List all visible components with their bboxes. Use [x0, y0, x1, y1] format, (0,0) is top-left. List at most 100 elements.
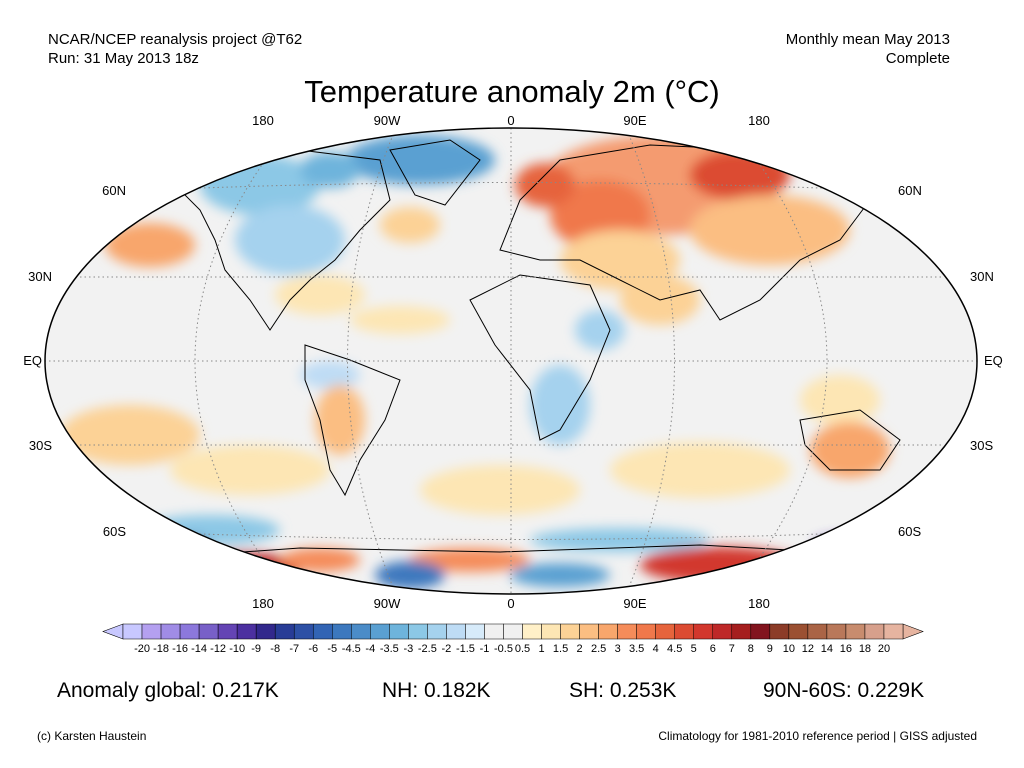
colorbar-swatch [198, 623, 219, 640]
colorbar-swatch [408, 623, 428, 640]
colorbar-tick-label: -6 [308, 643, 318, 655]
colorbar-swatch [655, 623, 675, 640]
colorbar-tick-label: 5 [691, 643, 697, 655]
colorbar-swatch [883, 623, 904, 640]
colorbar-swatch [465, 623, 485, 640]
colorbar-tick-label: -1 [480, 643, 490, 655]
colorbar-swatch [693, 623, 714, 640]
footer-credit: (c) Karsten Haustein [37, 729, 147, 743]
stat-sh: SH: 0.253K [569, 679, 677, 702]
colorbar-tick-label: -14 [191, 643, 207, 655]
colorbar-swatch [788, 623, 809, 640]
colorbar-swatch [674, 623, 694, 640]
colorbar-tick-label: -9 [251, 643, 261, 655]
colorbar-tick-label: -20 [134, 643, 150, 655]
colorbar-left-arrow [102, 623, 124, 640]
colorbar-swatch [255, 623, 276, 640]
lat-right-60s: 60S [898, 524, 921, 539]
colorbar-swatch [236, 623, 257, 640]
colorbar-tick-label: 4 [653, 643, 659, 655]
colorbar-swatch [864, 623, 885, 640]
lon-bottom-180e: 180 [748, 596, 770, 611]
graticule [45, 128, 977, 594]
colorbar-swatch [826, 623, 847, 640]
lat-left-60s: 60S [103, 524, 126, 539]
colorbar-tick-label: 3.5 [629, 643, 644, 655]
colorbar-swatch [503, 623, 523, 640]
colorbar-swatch [274, 623, 295, 640]
colorbar-tick-label: 14 [821, 643, 833, 655]
lon-bottom-0: 0 [507, 596, 514, 611]
colorbar-swatch [312, 623, 333, 640]
lon-bottom-180w: 180 [252, 596, 274, 611]
colorbar-tick-label: 18 [859, 643, 871, 655]
lat-right-30s: 30S [970, 438, 993, 453]
colorbar-swatch [636, 623, 656, 640]
colorbar-swatch [332, 623, 352, 640]
colorbar-tick-label: -3 [403, 643, 413, 655]
stat-global: Anomaly global: 0.217K [57, 679, 279, 702]
colorbar-swatch [617, 623, 637, 640]
colorbar-swatch [389, 623, 409, 640]
map-title: Temperature anomaly 2m (°C) [304, 74, 720, 109]
colorbar-tick-label: -18 [153, 643, 169, 655]
colorbar-tick-label: 12 [802, 643, 814, 655]
colorbar-tick-label: 4.5 [667, 643, 682, 655]
colorbar-tick-label: -12 [210, 643, 226, 655]
colorbar-swatch [541, 623, 561, 640]
status-label: Complete [885, 50, 950, 67]
colorbar-swatch [769, 623, 790, 640]
lon-top-90e: 90E [623, 113, 646, 128]
colorbar-tick-label: 0.5 [515, 643, 530, 655]
run-time: Run: 31 May 2013 18z [48, 50, 199, 67]
colorbar-tick-label: -2 [442, 643, 452, 655]
colorbar-swatch [351, 623, 371, 640]
colorbar-swatch [598, 623, 618, 640]
colorbar-swatch [731, 623, 752, 640]
colorbar-tick-label: -7 [289, 643, 299, 655]
colorbar-swatch [293, 623, 314, 640]
colorbar-tick-label: -2.5 [418, 643, 437, 655]
colorbar-swatch [807, 623, 828, 640]
lon-top-180e: 180 [748, 113, 770, 128]
colorbar-tick-label: -16 [172, 643, 188, 655]
header-right: Monthly mean May 2013 Complete [786, 30, 950, 68]
colorbar-tick-label: 16 [840, 643, 852, 655]
lat-right-60n: 60N [898, 183, 922, 198]
colorbar-swatch [446, 623, 466, 640]
colorbar-tick-label: 2 [577, 643, 583, 655]
colorbar-tick-label: 7 [729, 643, 735, 655]
stat-nh: NH: 0.182K [382, 679, 491, 702]
colorbar-tick-label: -10 [229, 643, 245, 655]
period-label: Monthly mean May 2013 [785, 31, 950, 48]
colorbar-tick-label: 10 [783, 643, 795, 655]
colorbar-tick-label: 9 [767, 643, 773, 655]
model-title: NCAR/NCEP reanalysis project @T62 [48, 31, 303, 48]
colorbar-swatch [427, 623, 447, 640]
colorbar-tick-label: -8 [270, 643, 280, 655]
lon-top-180w: 180 [252, 113, 274, 128]
colorbar-swatch [560, 623, 580, 640]
colorbar-tick-label: 3 [615, 643, 621, 655]
colorbar-swatch [160, 623, 181, 640]
colorbar-tick-label: -0.5 [494, 643, 513, 655]
header-left: NCAR/NCEP reanalysis project @T62 Run: 31… [48, 30, 302, 68]
colorbar-tick-label: -5 [327, 643, 337, 655]
colorbar-swatch [522, 623, 542, 640]
lat-left-30n: 30N [28, 269, 52, 284]
colorbar-swatch [750, 623, 771, 640]
lat-right-30n: 30N [970, 269, 994, 284]
coastlines [129, 139, 901, 561]
colorbar-swatch [845, 623, 866, 640]
colorbar-right-arrow [902, 623, 924, 640]
colorbar-tick-label: -4 [365, 643, 375, 655]
lon-top-0: 0 [507, 113, 514, 128]
lon-bottom-90w: 90W [374, 596, 401, 611]
colorbar-swatch [579, 623, 599, 640]
lat-left-30s: 30S [29, 438, 52, 453]
colorbar-swatch [141, 623, 162, 640]
colorbar-swatch [179, 623, 200, 640]
lon-bottom-90e: 90E [623, 596, 646, 611]
colorbar-tick-label: 6 [710, 643, 716, 655]
